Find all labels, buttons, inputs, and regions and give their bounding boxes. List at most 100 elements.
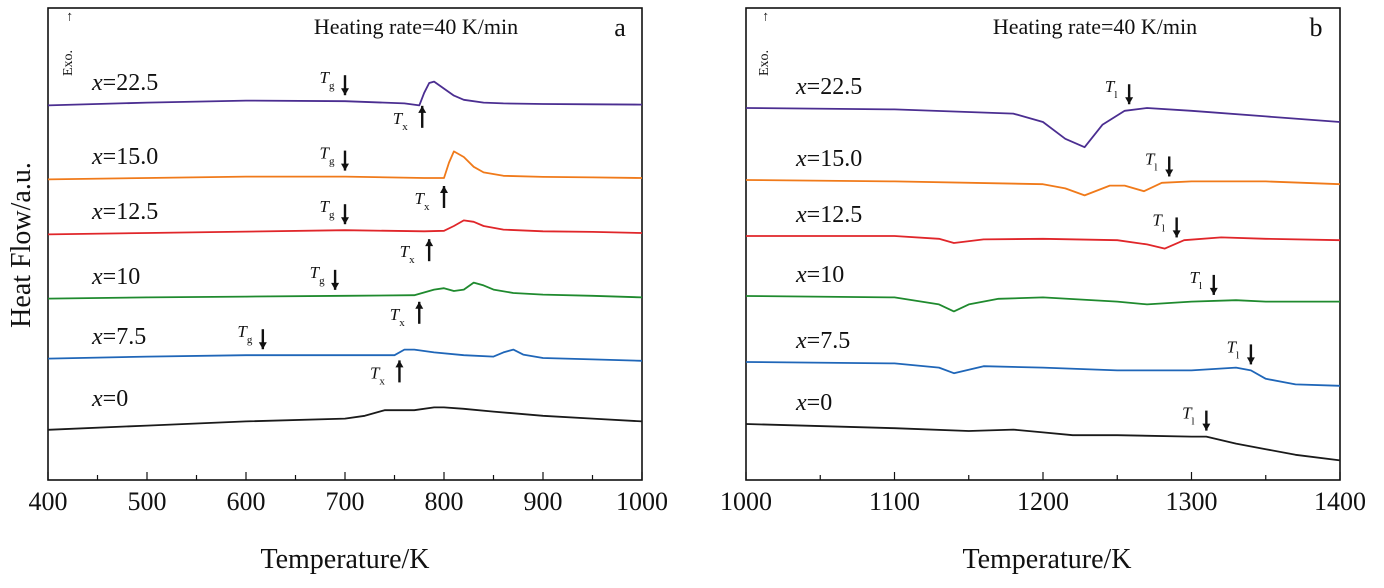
exo-arrow-icon: → [757,10,772,24]
series-label-value: =15.0 [807,146,863,172]
series-label: x=15.0 [91,144,158,170]
annotation-symbol: T [1145,149,1156,168]
x-ticks: 400 500 600 700 800 900 1000 [29,472,668,516]
arrowhead-icon [258,342,267,350]
annotation-subscript: g [329,156,335,168]
annotation-tx: Tx [393,105,427,133]
annotation-tx: Tx [415,186,448,213]
series-label-value: =22.5 [103,70,159,96]
series-label: x=12.5 [91,199,158,225]
annotation-tg: Tg [310,263,340,290]
series-label: x=10 [91,264,140,290]
arrowhead-icon [425,239,434,247]
annotation-tl: Tl [1105,77,1134,105]
series-label-var: x [795,146,807,172]
x-tick-label: 400 [29,487,68,516]
series-label: x=7.5 [795,328,850,354]
annotation-label: Tx [370,363,385,387]
annotation-subscript: l [1154,161,1157,173]
arrowhead-icon [1246,357,1255,365]
annotation-tg: Tg [237,322,267,350]
series-label: x=22.5 [91,70,158,96]
exo-label: Exo. [61,50,76,76]
annotation-tl: Tl [1145,149,1174,177]
annotation-tg: Tg [320,68,349,96]
annotation-label: Tx [400,242,415,266]
annotation-tg: Tg [320,197,349,225]
annotation-symbol: T [415,189,426,208]
annotation-label: Tx [393,109,408,133]
annotation-symbol: T [237,322,248,341]
x-tick-label: 1400 [1314,487,1366,516]
series-label-var: x [795,74,807,100]
annotation-tl: Tl [1152,210,1181,238]
series-line [745,423,1341,462]
series-line [746,235,1341,250]
series-line [745,179,1341,197]
series-line [745,361,1341,387]
x-tick-label: 700 [326,487,365,516]
annotation-subscript: l [1236,349,1239,361]
annotation-label: Tl [1182,404,1195,428]
annotation-tl: Tl [1227,337,1255,365]
series-line [745,107,1341,149]
annotation-subscript: g [329,209,335,221]
x-tick-label: 900 [524,487,563,516]
annotation-label: Tx [390,305,405,329]
series-lines [47,80,643,431]
series-label-value: =0 [807,390,833,416]
annotation-label: Tl [1105,77,1118,101]
series-label-value: =22.5 [807,74,863,100]
series-label-var: x [91,264,103,290]
annotation-subscript: l [1114,89,1117,101]
annotation-symbol: T [320,197,331,216]
series-label-value: =12.5 [807,202,863,228]
x-tick-label: 1200 [1017,487,1069,516]
x-tick-label: 1300 [1166,487,1218,516]
annotation-subscript: x [402,121,408,133]
series-label-var: x [91,386,103,412]
series-labels: x=22.5x=15.0x=12.5x=10x=7.5x=0 [91,70,158,412]
arrowhead-icon [1209,287,1218,295]
annotation-label: Tl [1152,210,1165,234]
series-line [47,281,643,300]
series-label-value: =10 [807,262,845,288]
annotation-tl: Tl [1182,404,1211,431]
annotation-symbol: T [370,363,381,382]
annotation-label: Tx [415,189,430,213]
arrowhead-icon [1165,169,1174,177]
annotation-label: Tl [1145,149,1158,173]
annotation-symbol: T [1105,77,1116,96]
series-label-value: =15.0 [103,144,159,170]
x-axis-label: Temperature/K [260,544,429,575]
exo-label: Exo. [757,50,772,76]
panel-title: Heating rate=40 K/min [314,14,518,39]
arrowhead-icon [341,163,349,171]
series-label: x=22.5 [795,74,862,100]
annotation-subscript: g [329,80,335,92]
annotation-tx: Tx [370,360,404,387]
x-tick-label: 1000 [616,487,668,516]
x-tick-label: 1100 [869,487,920,516]
annotation-symbol: T [1190,268,1201,287]
arrowhead-icon [440,186,448,193]
annotation-symbol: T [320,68,331,87]
arrowhead-icon [1202,423,1211,431]
series-label-var: x [91,324,103,350]
arrowhead-icon [415,301,424,309]
annotation-symbol: T [320,144,331,163]
series-label-var: x [795,202,807,228]
annotation-label: Tl [1190,268,1203,292]
series-line [745,295,1340,313]
x-axis-label: Temperature/K [962,544,1131,575]
annotation-label: Tg [310,263,325,287]
series-label: x=12.5 [795,202,862,228]
annotation-subscript: x [409,254,415,266]
series-label-value: =12.5 [103,199,159,225]
annotation-symbol: T [1182,404,1193,423]
annotation-symbol: T [1227,337,1238,356]
series-line [47,150,643,181]
series-line [47,219,643,236]
series-line [47,406,643,431]
